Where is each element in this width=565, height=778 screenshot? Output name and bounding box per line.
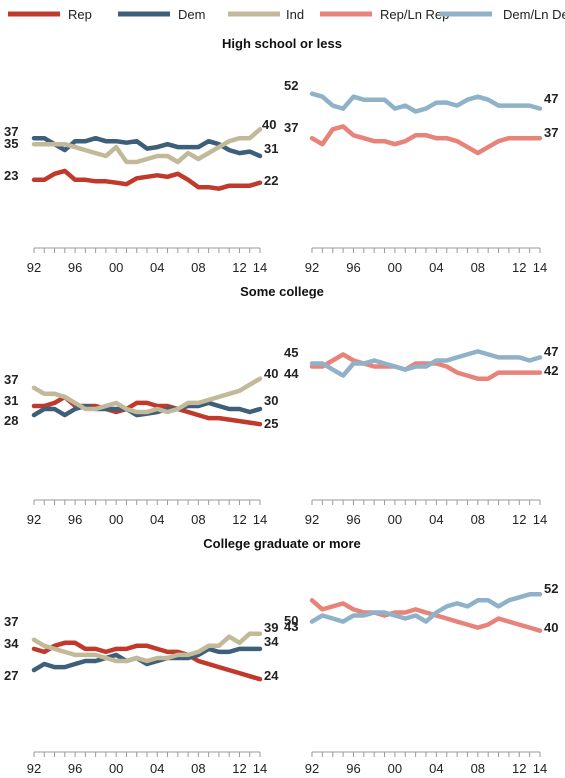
series-line-rep <box>31 168 263 191</box>
start-label-ind: 37 <box>4 614 18 629</box>
panel-4: College graduate or more 92 96 00 04 08 12 14 34… <box>4 536 361 776</box>
x-tick-label: 92 <box>305 512 319 527</box>
series-line-lnrep <box>309 124 543 156</box>
x-tick-label: 08 <box>471 260 485 275</box>
series-line-lndem <box>309 349 543 378</box>
x-tick-label: 14 <box>253 260 267 275</box>
end-label-lndem: 52 <box>544 581 558 596</box>
x-tick-label: 08 <box>191 260 205 275</box>
end-label-lndem: 47 <box>544 91 558 106</box>
start-label-lndem: 52 <box>284 78 298 93</box>
start-label-dem: 28 <box>4 413 18 428</box>
panel-2: Some college 92 96 00 04 08 12 14 31 25 28 30 37 40 <box>4 284 324 527</box>
start-label-lnrep: 50 <box>284 613 298 628</box>
x-tick-label: 08 <box>471 512 485 527</box>
x-tick-label: 04 <box>429 761 443 776</box>
x-tick-label: 04 <box>150 260 164 275</box>
x-tick-label: 14 <box>533 512 547 527</box>
panel-5: 92 96 00 04 08 12 14 50 40 43 52 <box>284 581 558 776</box>
series-line-lnrep <box>309 352 543 381</box>
start-label-lndem: 43 <box>284 619 298 634</box>
end-label-ind: 40 <box>262 117 276 132</box>
x-tick-label: 92 <box>27 260 41 275</box>
x-tick-label: 00 <box>388 260 402 275</box>
start-label-rep: 31 <box>4 393 18 408</box>
start-label-rep: 34 <box>4 636 19 651</box>
panel-1: 92 96 00 04 08 12 14 37 37 52 47 <box>284 78 558 275</box>
start-label-dem: 37 <box>4 124 18 139</box>
x-tick-label: 92 <box>27 761 41 776</box>
x-tick-label: 96 <box>346 260 360 275</box>
x-tick-label: 12 <box>232 260 246 275</box>
x-tick-label: 04 <box>429 260 443 275</box>
legend-label-rep: Rep <box>68 7 92 22</box>
x-tick-label: 12 <box>512 761 526 776</box>
x-tick-label: 00 <box>388 512 402 527</box>
x-tick-label: 96 <box>68 512 82 527</box>
x-tick-label: 12 <box>232 512 246 527</box>
series-line-rep <box>31 640 263 682</box>
end-label-rep: 22 <box>264 173 278 188</box>
start-label-dem: 27 <box>4 668 18 683</box>
legend-label-ind: Ind <box>286 7 304 22</box>
x-tick-label: 14 <box>533 761 547 776</box>
end-label-lndem: 47 <box>544 344 558 359</box>
x-tick-label: 00 <box>109 260 123 275</box>
x-tick-label: 08 <box>191 761 205 776</box>
end-label-ind: 39 <box>264 620 278 635</box>
series-line-ind <box>31 127 263 165</box>
series-line-lndem <box>309 91 543 114</box>
x-tick-label: 12 <box>232 761 246 776</box>
panel-title: High school or less <box>222 36 342 51</box>
x-tick-label: 92 <box>305 761 319 776</box>
series-line-ind <box>31 631 263 664</box>
start-label-lnrep: 37 <box>284 120 298 135</box>
x-tick-label: 12 <box>512 512 526 527</box>
start-label-lnrep: 44 <box>284 366 299 381</box>
x-tick-label: 00 <box>109 512 123 527</box>
x-tick-label: 14 <box>253 512 267 527</box>
start-label-lndem: 45 <box>284 345 298 360</box>
series-line-lnrep <box>309 598 543 633</box>
x-tick-label: 04 <box>150 761 164 776</box>
series-line-lndem <box>309 592 543 624</box>
end-label-lnrep: 42 <box>544 363 558 378</box>
series-line-ind <box>31 376 263 415</box>
start-label-ind: 35 <box>4 136 18 151</box>
start-label-rep: 23 <box>4 168 18 183</box>
panel-3: 92 96 00 04 08 12 14 44 42 45 47 <box>284 344 558 527</box>
panel-title: Some college <box>240 284 324 299</box>
x-tick-label: 08 <box>191 512 205 527</box>
x-tick-label: 14 <box>533 260 547 275</box>
x-tick-label: 00 <box>388 761 402 776</box>
end-label-rep: 25 <box>264 416 278 431</box>
end-label-lnrep: 40 <box>544 620 558 635</box>
end-label-rep: 24 <box>264 668 279 683</box>
x-tick-label: 00 <box>109 761 123 776</box>
end-label-dem: 31 <box>264 141 278 156</box>
start-label-ind: 37 <box>4 372 18 387</box>
legend-label-lnrep: Rep/Ln Rep <box>380 7 449 22</box>
x-tick-label: 92 <box>305 260 319 275</box>
x-tick-label: 96 <box>346 512 360 527</box>
x-tick-label: 92 <box>27 512 41 527</box>
x-tick-label: 08 <box>471 761 485 776</box>
x-tick-label: 96 <box>346 761 360 776</box>
end-label-dem: 34 <box>264 634 279 649</box>
x-tick-label: 04 <box>150 512 164 527</box>
x-tick-label: 96 <box>68 761 82 776</box>
end-label-lnrep: 37 <box>544 125 558 140</box>
end-label-ind: 40 <box>264 366 278 381</box>
panel-title: College graduate or more <box>203 536 360 551</box>
end-label-dem: 30 <box>264 393 278 408</box>
legend-label-lndem: Dem/Ln Dem <box>503 7 565 22</box>
x-tick-label: 96 <box>68 260 82 275</box>
x-tick-label: 14 <box>253 761 267 776</box>
legend-label-dem: Dem <box>178 7 205 22</box>
x-tick-label: 12 <box>512 260 526 275</box>
x-tick-label: 04 <box>429 512 443 527</box>
series-line-dem <box>31 646 263 673</box>
